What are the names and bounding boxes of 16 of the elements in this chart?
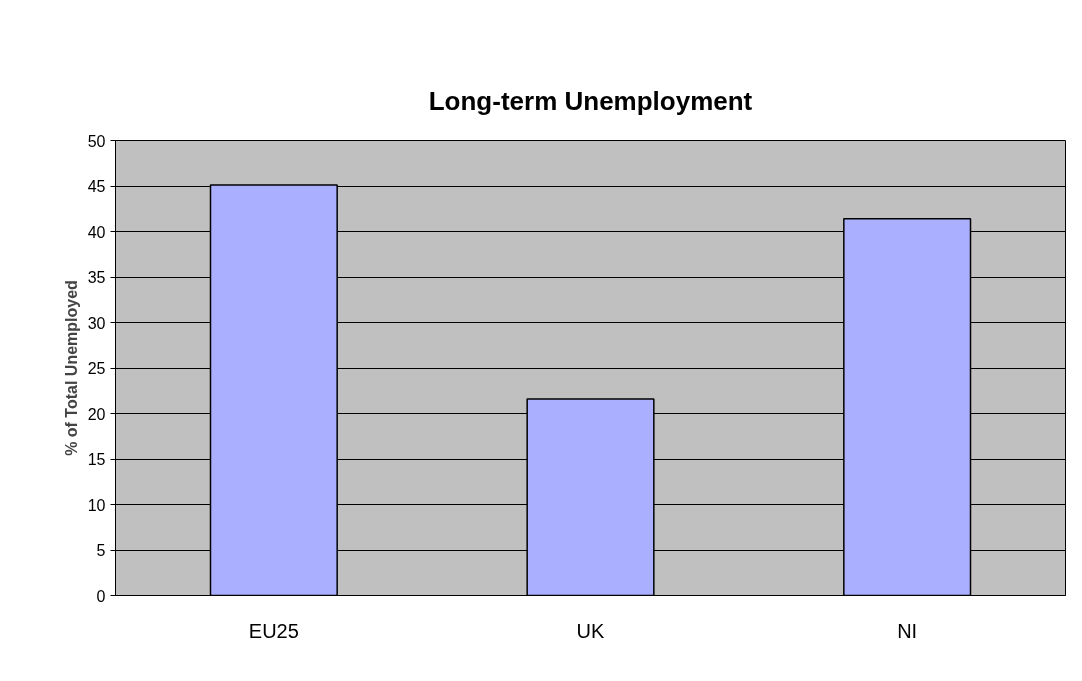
y-tick-label: 15 [87, 451, 106, 468]
y-tick-label: 50 [87, 132, 106, 150]
x-tick-label: UK [576, 619, 606, 642]
y-tick-label: 0 [96, 587, 106, 605]
y-axis-title: % of Total Unemployed [62, 280, 80, 456]
y-tick-label: 25 [87, 360, 106, 377]
y-tick-label: 10 [87, 496, 106, 514]
y-tick-label: 20 [87, 405, 106, 423]
y-tick-label: 5 [96, 542, 106, 559]
y-tick-label: 40 [87, 223, 106, 241]
y-tick-label: 30 [87, 314, 106, 332]
x-tick-label: EU25 [248, 619, 299, 642]
chart-title: Long-term Unemployment [428, 85, 753, 116]
x-tick-label: NI [897, 619, 918, 642]
y-tick-label: 35 [87, 269, 106, 286]
y-tick-label: 45 [87, 178, 106, 195]
